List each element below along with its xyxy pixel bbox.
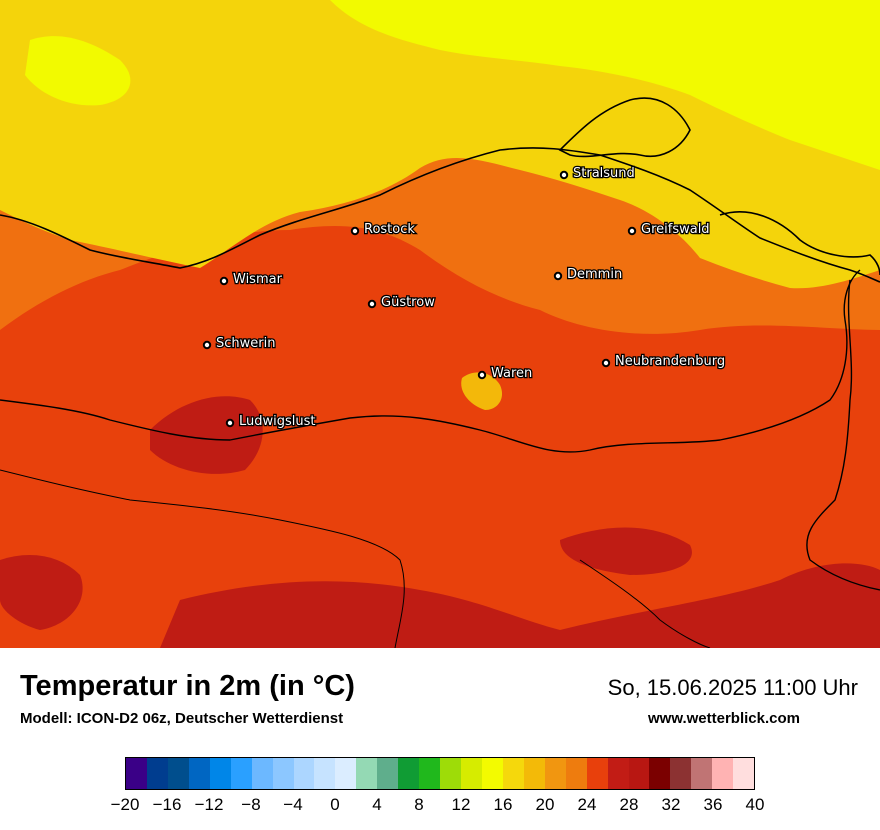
legend-swatch: [649, 758, 671, 789]
temp-field-28-30-south: [160, 563, 880, 648]
city-label: Schwerin: [216, 336, 275, 351]
legend-tick-label: 36: [703, 795, 723, 814]
temp-field-16-18-west: [25, 36, 131, 106]
city-label: Greifswald: [641, 222, 710, 237]
legend-swatch: [293, 758, 315, 789]
city-marker: [601, 358, 611, 368]
city-marker: [559, 170, 569, 180]
coastline-usedom: [719, 211, 880, 276]
city-marker: [219, 276, 229, 286]
legend-tick-label: 32: [661, 795, 681, 814]
color-legend: [125, 757, 755, 790]
color-legend-ticks: −20 −16 −12 −8 −4 0 4 8 12 16 20 24 28 32 36 40: [111, 795, 765, 819]
legend-swatch: [481, 758, 503, 789]
legend-swatch: [607, 758, 629, 789]
city-label: Wismar: [233, 272, 283, 287]
coastline: [0, 147, 880, 283]
legend-swatch: [712, 758, 734, 789]
city-label: Neubrandenburg: [615, 354, 725, 369]
city-marker: [202, 340, 212, 350]
legend-swatch: [502, 758, 524, 789]
legend-tick-label: −12: [194, 795, 224, 814]
temp-field-20-22-waren: [461, 372, 503, 410]
legend-swatch: [523, 758, 545, 789]
city-marker: [225, 418, 235, 428]
forecast-datetime: So, 15.06.2025 11:00 Uhr: [607, 675, 858, 700]
city-marker: [627, 226, 637, 236]
legend-tick-label: −8: [241, 795, 261, 814]
legend-tick-label: 8: [414, 795, 424, 814]
legend-swatch: [251, 758, 273, 789]
city-label: Ludwigslust: [239, 414, 316, 429]
city-marker: [367, 299, 377, 309]
legend-tick-label: 0: [330, 795, 340, 814]
city-label: Demmin: [567, 267, 622, 282]
legend-swatch: [440, 758, 461, 789]
city-label: Stralsund: [573, 166, 635, 181]
city-label: Rostock: [364, 222, 415, 237]
legend-swatch: [398, 758, 420, 789]
coastline-rugen: [558, 97, 691, 158]
legend-tick-label: 12: [451, 795, 471, 814]
legend-swatch: [733, 758, 755, 789]
legend-swatch: [209, 758, 231, 789]
website-link[interactable]: www.wetterblick.com: [648, 710, 800, 727]
model-info: Modell: ICON-D2 06z, Deutscher Wetterdie…: [20, 710, 344, 727]
legend-swatch: [670, 758, 692, 789]
legend-tick-label: −4: [283, 795, 303, 814]
legend-swatch: [628, 758, 650, 789]
legend-swatch: [314, 758, 336, 789]
legend-tick-label: 40: [745, 795, 765, 814]
legend-tick-label: −20: [110, 795, 140, 814]
state-border: [0, 269, 861, 453]
map-title: Temperatur in 2m (in °C): [20, 670, 355, 702]
legend-swatch: [691, 758, 713, 789]
legend-tick-label: 24: [577, 795, 597, 814]
legend-swatch: [335, 758, 357, 789]
legend-tick-label: 16: [493, 795, 513, 814]
legend-swatch: [272, 758, 294, 789]
legend-swatch: [544, 758, 566, 789]
legend-swatch: [565, 758, 587, 789]
city-marker: [350, 226, 360, 236]
legend-swatch: [230, 758, 252, 789]
legend-tick-label: −16: [152, 795, 182, 814]
city-label: Güstrow: [381, 295, 435, 310]
legend-swatch: [377, 758, 399, 789]
legend-swatch: [146, 758, 168, 789]
temp-field-16-18: [330, 0, 880, 170]
national-border: [806, 279, 880, 591]
legend-tick-label: 20: [535, 795, 555, 814]
temp-field-28-30-east: [560, 527, 692, 575]
city-label: Waren: [491, 366, 532, 381]
legend-swatch: [188, 758, 210, 789]
legend-swatch: [586, 758, 608, 789]
city-markers: Stralsund Rostock Greifswald Wismar Demmin Gü…: [202, 165, 726, 430]
city-marker: [477, 370, 487, 380]
legend-swatch: [356, 758, 378, 789]
legend-swatch: [126, 758, 147, 789]
legend-tick-label: 28: [619, 795, 639, 814]
temp-field-28-30-west: [0, 555, 83, 630]
temperature-map: Stralsund Rostock Greifswald Wismar Demmin Gü…: [0, 0, 880, 648]
legend-swatch: [167, 758, 189, 789]
temp-field-28-30-ludwigslust: [150, 396, 263, 474]
city-marker: [553, 271, 563, 281]
district-border-2: [579, 559, 711, 648]
legend-swatch: [461, 758, 482, 789]
district-border: [0, 469, 405, 648]
legend-swatch: [419, 758, 441, 789]
legend-tick-label: 4: [372, 795, 382, 814]
